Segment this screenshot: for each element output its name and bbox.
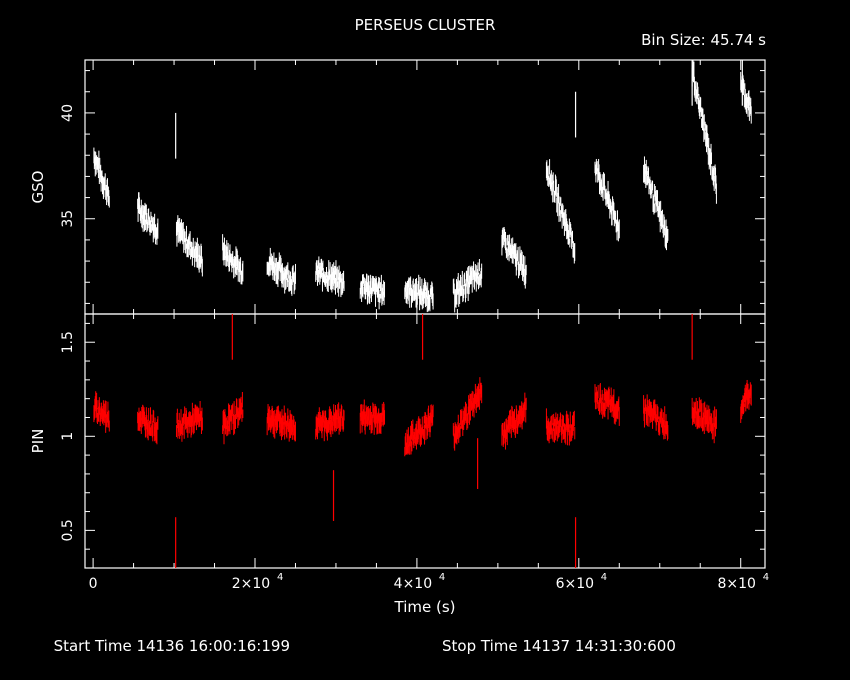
pin-axis-label-text: PIN xyxy=(29,429,47,454)
x-tick-label: 0 xyxy=(89,576,98,592)
gso-ytick-label-group: 40 xyxy=(60,104,76,122)
pin-y-axis-label: PIN xyxy=(29,429,47,454)
x-tick-group: 0 2×10 4 4×10 4 6×10 4 8×10 4 xyxy=(89,572,769,592)
gso-panel: GSO 35 40 xyxy=(29,59,766,315)
x-axis-label: Time (s) xyxy=(394,598,456,616)
bin-size-label: Bin Size: 45.74 s xyxy=(641,31,766,49)
x-tick-label: 2×10 xyxy=(232,576,270,592)
x-tick-exponent: 4 xyxy=(763,572,769,583)
pin-tick-group: 0.5 1 1.5 xyxy=(60,314,765,569)
x-tick-label: 6×10 xyxy=(556,576,594,592)
x-tick-exponent: 4 xyxy=(439,572,445,583)
gso-ytick-label: 35 xyxy=(60,210,76,228)
gso-data-group xyxy=(93,60,752,313)
pin-ytick-label: 1.5 xyxy=(60,331,76,353)
gso-ytick-label: 40 xyxy=(60,104,76,122)
pin-ytick-label-group: 0.5 xyxy=(60,519,76,541)
start-time-label: Start Time 14136 16:00:16:199 xyxy=(54,637,290,655)
pin-data-group xyxy=(93,314,752,568)
gso-tick-group: 35 40 xyxy=(60,60,765,314)
gso-ytick-label-group: 35 xyxy=(60,210,76,228)
x-tick-exponent: 4 xyxy=(277,572,283,583)
pin-panel: PIN 0.5 1 1.5 xyxy=(29,313,766,569)
x-tick-exponent: 4 xyxy=(601,572,607,583)
pin-ytick-label-group: 1 xyxy=(60,432,76,441)
gso-axis-label-text: GSO xyxy=(29,171,47,204)
pin-ytick-label: 0.5 xyxy=(60,519,76,541)
pin-frame xyxy=(84,313,766,569)
stop-time-label: Stop Time 14137 14:31:30:600 xyxy=(442,637,676,655)
gso-y-axis-label: GSO xyxy=(29,171,47,204)
pin-ytick-label: 1 xyxy=(60,432,76,441)
x-tick-label: 8×10 xyxy=(717,576,755,592)
chart-title: PERSEUS CLUSTER xyxy=(355,16,496,34)
x-tick-label: 4×10 xyxy=(394,576,432,592)
gso-frame xyxy=(84,59,766,315)
pin-ytick-label-group: 1.5 xyxy=(60,331,76,353)
